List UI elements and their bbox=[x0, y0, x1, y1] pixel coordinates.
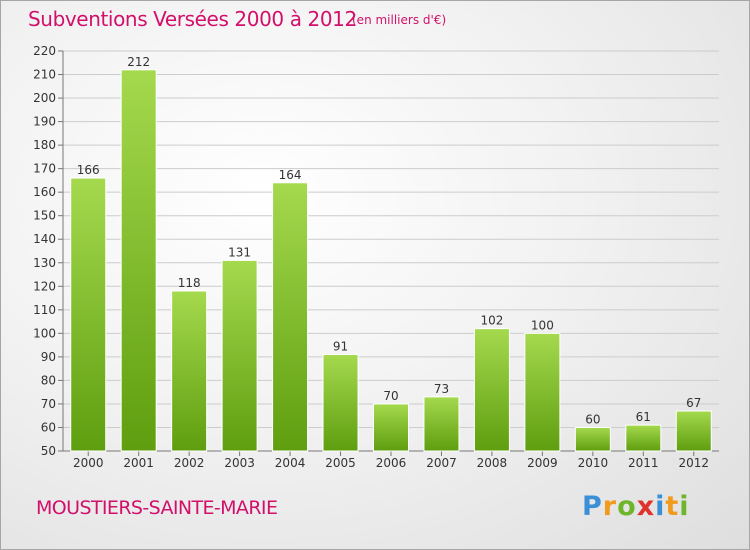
y-tick-label: 90 bbox=[41, 350, 56, 364]
y-tick-label: 140 bbox=[33, 232, 56, 246]
x-tick-label: 2006 bbox=[376, 456, 407, 470]
bar-value-label: 73 bbox=[434, 382, 449, 396]
x-tick-label: 2001 bbox=[123, 456, 154, 470]
chart-subtitle: (en milliers d'€) bbox=[352, 13, 447, 27]
x-tick-label: 2004 bbox=[275, 456, 306, 470]
y-tick-label: 120 bbox=[33, 279, 56, 293]
bar bbox=[171, 290, 208, 452]
y-tick-label: 150 bbox=[33, 209, 56, 223]
x-tick-label: 2009 bbox=[527, 456, 558, 470]
bar bbox=[120, 69, 157, 452]
logo-letter: o bbox=[617, 491, 637, 522]
x-tick-label: 2010 bbox=[578, 456, 609, 470]
y-tick-label: 160 bbox=[33, 185, 56, 199]
bar bbox=[574, 426, 611, 452]
x-tick-label: 2008 bbox=[477, 456, 508, 470]
y-tick-label: 170 bbox=[33, 162, 56, 176]
x-tick-label: 2000 bbox=[73, 456, 104, 470]
logo-letter: i bbox=[655, 491, 666, 522]
bar-value-label: 60 bbox=[585, 412, 600, 426]
x-tick-label: 2003 bbox=[224, 456, 255, 470]
bar bbox=[373, 403, 409, 452]
x-tick-label: 2005 bbox=[325, 456, 356, 470]
bar-value-label: 131 bbox=[228, 245, 251, 259]
logo-letter: i bbox=[679, 491, 690, 522]
bar-value-label: 61 bbox=[636, 410, 651, 424]
logo-letter: r bbox=[602, 491, 618, 522]
proxiti-logo: Proxiti bbox=[582, 491, 690, 522]
bar bbox=[473, 328, 510, 452]
bars bbox=[70, 69, 712, 452]
bar bbox=[423, 396, 460, 452]
commune-name: MOUSTIERS-SAINTE-MARIE bbox=[36, 497, 278, 519]
labels: 166 2000 212 2001 118 2002 131 2003 164 2004 91 200… bbox=[73, 55, 709, 470]
y-tick-label: 60 bbox=[41, 420, 56, 434]
logo-letter: x bbox=[636, 491, 656, 522]
y-tick-label: 70 bbox=[41, 397, 56, 411]
bar-value-label: 166 bbox=[77, 163, 100, 177]
bar bbox=[221, 259, 258, 452]
chart-title: Subventions Versées 2000 à 2012 bbox=[28, 7, 357, 31]
bar bbox=[675, 410, 712, 452]
y-tick-label: 50 bbox=[41, 444, 56, 458]
bar-value-label: 67 bbox=[686, 396, 701, 410]
bar-value-label: 118 bbox=[178, 276, 201, 290]
y-tick-label: 210 bbox=[33, 68, 56, 82]
bar bbox=[70, 177, 107, 452]
bar bbox=[272, 182, 309, 452]
y-tick-label: 130 bbox=[33, 256, 56, 270]
bar-value-label: 70 bbox=[383, 389, 398, 403]
y-tick-label: 220 bbox=[33, 44, 56, 58]
x-tick-label: 2012 bbox=[678, 456, 709, 470]
x-tick-label: 2011 bbox=[628, 456, 659, 470]
bar-value-label: 164 bbox=[279, 168, 302, 182]
bar-value-label: 100 bbox=[531, 318, 554, 332]
y-tick-label: 180 bbox=[33, 138, 56, 152]
y-tick-label: 200 bbox=[33, 91, 56, 105]
y-tick-label: 190 bbox=[33, 115, 56, 129]
x-tick-label: 2002 bbox=[174, 456, 205, 470]
bar-value-label: 91 bbox=[333, 340, 348, 354]
bar-value-label: 102 bbox=[480, 314, 503, 328]
y-tick-label: 80 bbox=[41, 373, 56, 387]
bar bbox=[322, 354, 359, 452]
bar bbox=[625, 424, 662, 452]
y-tick-label: 110 bbox=[33, 303, 56, 317]
logo-letter: t bbox=[665, 491, 680, 522]
bar bbox=[524, 332, 561, 452]
logo-letter: P bbox=[582, 491, 603, 522]
bar-value-label: 212 bbox=[127, 55, 150, 69]
x-tick-label: 2007 bbox=[426, 456, 457, 470]
y-tick-label: 100 bbox=[33, 326, 56, 340]
